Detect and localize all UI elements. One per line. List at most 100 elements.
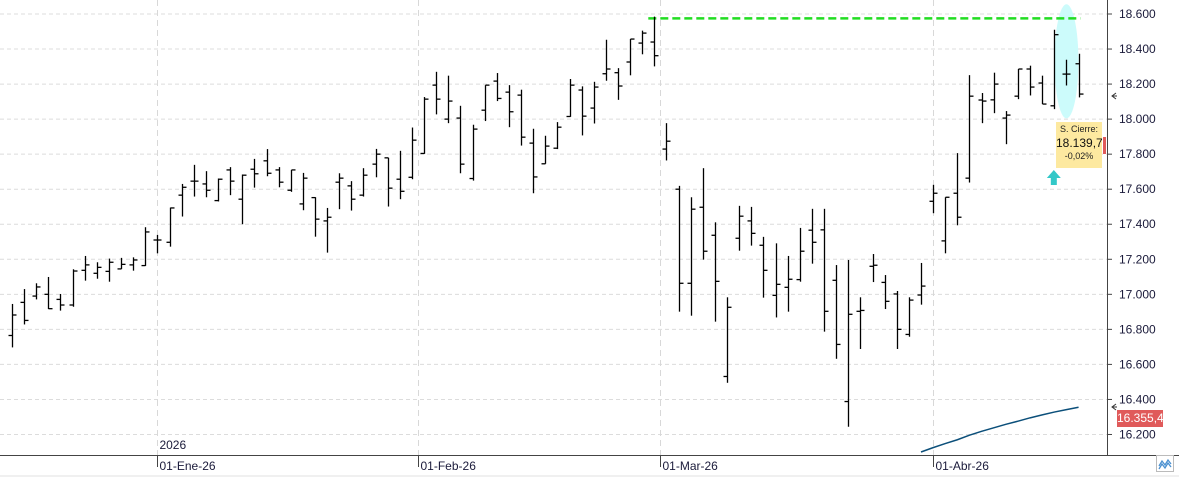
ohlc-bar (32, 283, 41, 300)
ohlc-bar (711, 222, 720, 322)
x-tick-label: 01-Feb-26 (421, 459, 477, 473)
ohlc-bar (287, 169, 296, 192)
arrow-up-icon (1046, 170, 1061, 185)
ohlc-bar (299, 172, 308, 211)
x-tick-label: 01-Ene-26 (160, 459, 216, 473)
last-close-title: S. Cierre: (1059, 124, 1098, 134)
ohlc-bar (250, 158, 259, 188)
moving-average-label: 16.355,4 (1117, 410, 1164, 427)
ohlc-bar (590, 81, 599, 124)
ohlc-bar (335, 173, 344, 210)
ohlc-bar (117, 257, 126, 270)
ohlc-bar (578, 86, 587, 136)
ohlc-bar (190, 164, 199, 197)
y-tick-label: 18.400 (1119, 42, 1156, 56)
ohlc-bar (481, 84, 490, 122)
ohlc-bar (893, 290, 902, 349)
ohlc-bar (978, 93, 987, 124)
ohlc-bar (372, 148, 381, 178)
ohlc-bar (929, 184, 938, 214)
ohlc-bar (444, 75, 453, 124)
ohlc-bar (759, 236, 768, 298)
ohlc-bar (747, 206, 756, 246)
ohlc-bar (832, 265, 841, 359)
ohlc-bar (456, 105, 465, 174)
chart-type-button[interactable] (1156, 455, 1174, 472)
ohlc-bar (675, 185, 684, 312)
ohlc-bar (469, 124, 478, 181)
ohlc-bar (869, 254, 878, 283)
ohlc-bar (529, 128, 538, 194)
last-close-marker (1103, 137, 1106, 154)
y-tick-label: 16.800 (1119, 322, 1156, 336)
ohlc-bar (56, 293, 65, 311)
y-tick-label: 18.200 (1119, 77, 1156, 91)
ohlc-bar (820, 208, 829, 332)
ohlc-bar (905, 297, 914, 337)
ohlc-bar (105, 258, 114, 282)
ohlc-bar (432, 71, 441, 115)
y-tick-label: 16.200 (1119, 427, 1156, 441)
ohlc-bar (1026, 65, 1035, 96)
ohlc-bar (69, 269, 78, 307)
y-tick-label: 17.600 (1119, 182, 1156, 196)
year-label: 2026 (159, 438, 186, 452)
ohlc-bar (311, 196, 320, 237)
y-tick-label: 17.800 (1119, 147, 1156, 161)
bottom-scrollbar[interactable] (0, 475, 1179, 477)
ohlc-bar (408, 127, 417, 180)
y-tick-label: 17.200 (1119, 252, 1156, 266)
ohlc-bar (1075, 53, 1084, 98)
ohlc-bar (20, 289, 29, 325)
ma-pointer-icon (1111, 403, 1117, 411)
ohlc-bar (917, 262, 926, 305)
ohlc-bar (566, 78, 575, 118)
ohlc-bar (699, 168, 708, 260)
ohlc-bar (8, 303, 17, 348)
ohlc-bar (808, 208, 817, 264)
ohlc-bar (384, 157, 393, 207)
ohlc-bar (965, 75, 974, 183)
y-tick-label: 18.600 (1119, 7, 1156, 21)
ohlc-bar (856, 297, 865, 349)
ohlc-bar (420, 97, 429, 155)
x-tick-label: 01-Abr-26 (936, 459, 990, 473)
ohlc-bar (226, 167, 235, 196)
moving-average-line (920, 406, 1079, 453)
ohlc-bar (81, 255, 90, 281)
ohlc-bar (93, 262, 102, 279)
ohlc-bar (735, 205, 744, 251)
ohlc-bar (1002, 111, 1011, 145)
ohlc-bar (650, 16, 659, 67)
ohlc-bar (1038, 75, 1047, 105)
ohlc-bar (166, 207, 175, 247)
ohlc-bar (178, 183, 187, 217)
ohlc-bar (1062, 59, 1071, 86)
ohlc-bar (1014, 68, 1023, 100)
ohlc-bar (990, 72, 999, 114)
ohlc-bar (602, 39, 611, 81)
ohlc-bar (941, 196, 950, 254)
ohlc-bar (881, 275, 890, 310)
ohlc-bar (214, 178, 223, 202)
x-tick-label: 01-Mar-26 (663, 459, 719, 473)
ohlc-bar (772, 243, 781, 318)
ohlc-bar (396, 150, 405, 200)
ohlc-bar (541, 135, 550, 165)
ohlc-bar (505, 85, 514, 128)
ohlc-bar (1050, 29, 1059, 110)
ohlc-bar (517, 89, 526, 146)
ohlc-bar (614, 68, 623, 100)
ohlc-bar (129, 257, 138, 271)
ohlc-bar (662, 123, 671, 161)
ohlc-bar (275, 167, 284, 188)
last-close-value: 18.139,7 (1056, 136, 1103, 150)
ohlc-bar (626, 38, 635, 76)
ohlc-bar (784, 255, 793, 312)
price-pointer-icon (1111, 92, 1117, 100)
last-close-change: -0,02% (1064, 151, 1094, 161)
ohlc-bar (796, 227, 805, 282)
ohlc-bar (202, 171, 211, 198)
last-close-box: S. Cierre: 18.139,7 -0,02% (1056, 122, 1103, 168)
